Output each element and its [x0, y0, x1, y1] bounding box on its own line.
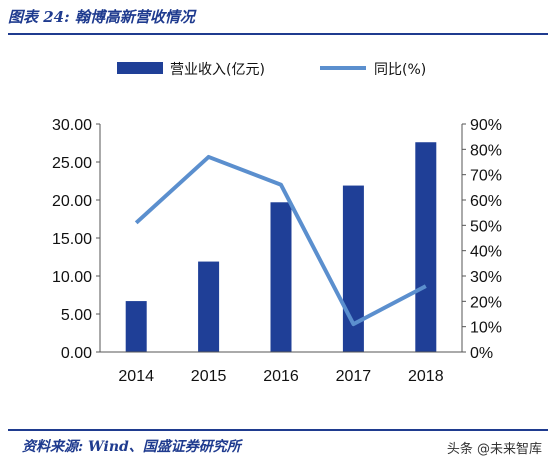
bar-2017 [342, 185, 364, 352]
right-tick-label: 60% [470, 193, 502, 210]
right-tick-label: 50% [470, 218, 502, 235]
right-tick-label: 30% [470, 269, 502, 286]
title-divider [8, 33, 548, 35]
source-note: 资料来源: Wind、国盛证券研究所 [22, 439, 241, 455]
left-tick-label: 30.00 [52, 117, 92, 134]
x-tick-label: 2014 [118, 368, 154, 385]
bar-2015 [198, 261, 220, 352]
bar-2016 [270, 202, 292, 352]
x-tick-label: 2016 [263, 368, 299, 385]
figure-title: 图表 24: 翰博高新营收情况 [8, 8, 195, 26]
left-tick-label: 10.00 [52, 269, 92, 286]
left-tick-label: 5.00 [61, 307, 92, 324]
left-tick-label: 0.00 [61, 345, 92, 362]
legend-label-revenue: 营业收入(亿元) [170, 62, 265, 78]
x-tick-label: 2018 [408, 368, 444, 385]
right-tick-label: 0% [470, 345, 493, 362]
right-axis: 0% 10% 20% 30% 40% 50% 60% 70% 80% 90% [461, 117, 502, 362]
x-tick-label: 2015 [191, 368, 227, 385]
watermark: 头条 @未来智库 [446, 442, 542, 457]
bar-series [125, 142, 437, 352]
right-tick-label: 40% [470, 244, 502, 261]
x-axis: 2014 2015 2016 2017 2018 [100, 351, 462, 385]
legend-swatch-revenue [117, 62, 163, 74]
source-divider [8, 429, 548, 431]
legend-label-yoy: 同比(%) [374, 62, 426, 78]
bar-2018 [415, 142, 437, 352]
right-tick-label: 70% [470, 168, 502, 185]
chart: 营业收入(亿元) 同比(%) 0.00 5.00 10.00 15.00 20.00 25… [52, 62, 502, 385]
right-tick-label: 10% [470, 320, 502, 337]
line-series [134, 154, 427, 327]
right-tick-label: 80% [470, 142, 502, 159]
bar-2014 [125, 301, 147, 352]
left-axis: 0.00 5.00 10.00 15.00 20.00 25.00 30.00 [52, 117, 101, 362]
left-tick-label: 25.00 [52, 155, 92, 172]
left-tick-label: 20.00 [52, 193, 92, 210]
right-tick-label: 90% [470, 117, 502, 134]
legend: 营业收入(亿元) 同比(%) [117, 62, 426, 78]
yoy-line [134, 154, 427, 327]
right-tick-label: 20% [470, 294, 502, 311]
left-tick-label: 15.00 [52, 231, 92, 248]
x-tick-label: 2017 [336, 368, 372, 385]
